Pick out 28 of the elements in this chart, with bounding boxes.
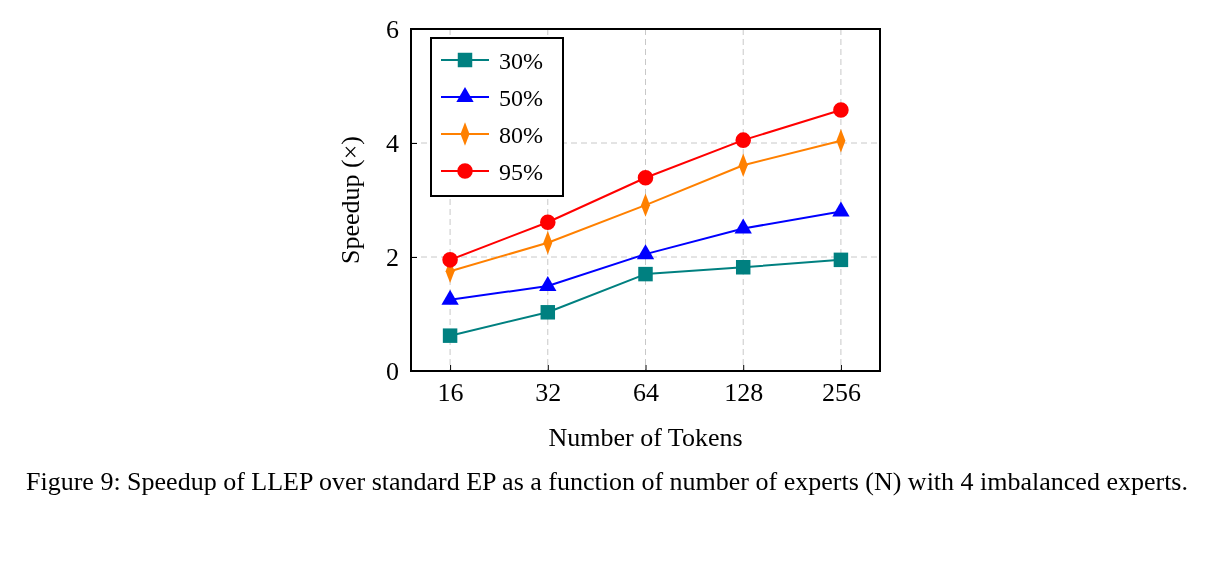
x-tick-label: 64 [633,378,659,408]
point [540,305,556,320]
x-tick-label: 256 [821,378,861,408]
x-axis-title: Number of Tokens [548,423,743,452]
x-tick-label: 128 [724,378,764,408]
y-tick-label: 2 [386,242,399,272]
point [735,260,751,275]
y-axis-title: Speedup (×) [336,135,365,265]
legend-label: 50% [499,85,543,111]
y-tick-label: 4 [386,128,399,158]
caption: Figure 9: Speedup of LLEP over standard EP as a function of number of experts (N) with 4 imbalanced experts. [26,467,1188,496]
y-tick-label: 6 [386,14,399,44]
legend-label: 30% [499,48,543,74]
point [636,244,655,260]
point [442,252,458,268]
point [833,252,849,268]
legend-label: 95% [499,159,543,185]
point [735,132,751,148]
point [833,102,849,118]
point [540,214,556,230]
y-tick-label: 0 [386,356,399,386]
point [637,170,654,186]
point [539,276,557,292]
point [442,328,458,343]
point [638,266,653,282]
x-tick-label: 16 [437,378,464,408]
legend-label: 80% [499,122,543,148]
x-tick-label: 32 [535,378,562,408]
